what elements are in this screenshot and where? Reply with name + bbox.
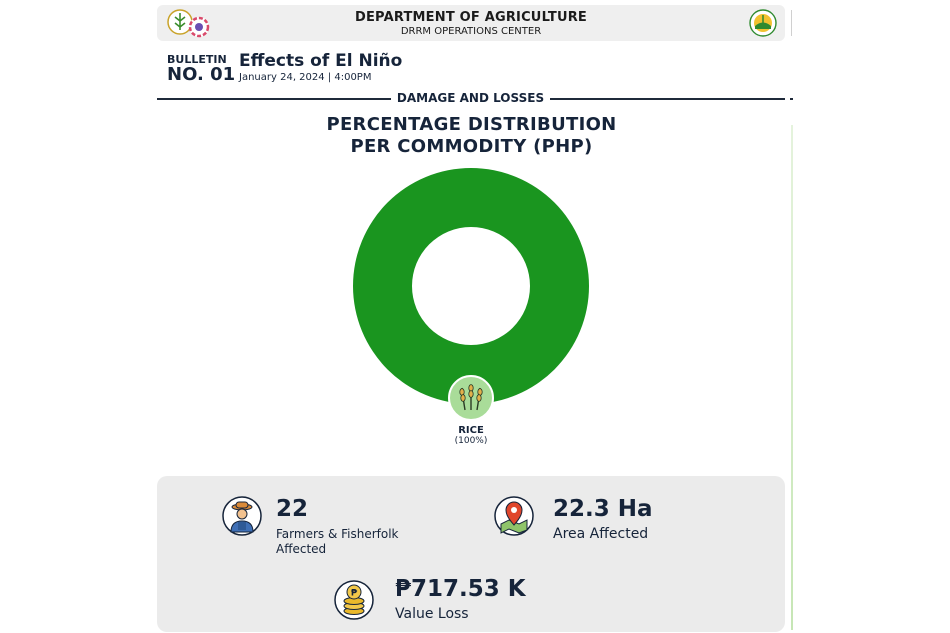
slice-percent-rice: (100%): [454, 436, 488, 446]
chart-title-line-1: PERCENTAGE DISTRIBUTION: [326, 114, 617, 135]
section-divider-end: [790, 98, 793, 100]
stats-panel: [157, 476, 785, 632]
rice-plant-icon: [448, 375, 494, 421]
section-divider-right: [550, 98, 785, 100]
header-bar: DEPARTMENT OF AGRICULTURE DRRM OPERATION…: [157, 5, 785, 41]
farmers-label-line-2: Affected: [276, 542, 327, 556]
chart-title-line-2: PER COMMODITY (PHP): [350, 136, 593, 157]
farmers-count: 22: [276, 496, 309, 522]
farmer-icon: [222, 496, 262, 536]
svg-text:₱: ₱: [351, 589, 358, 599]
agency-seal-icon: [749, 9, 777, 37]
right-divider: [791, 125, 793, 630]
map-pin-icon: [494, 496, 534, 536]
right-divider-top: [791, 10, 792, 36]
area-label: Area Affected: [553, 526, 649, 542]
farmers-label-line-1: Farmers & Fisherfolk: [276, 527, 399, 541]
section-divider-left: [157, 98, 391, 100]
slice-label-rice: RICE: [458, 425, 484, 436]
da-logo-icon: [167, 9, 210, 38]
donut-chart: [353, 168, 589, 421]
donut-slice-rice: [353, 168, 589, 404]
section-label: DAMAGE AND LOSSES: [396, 91, 545, 105]
header-title: DEPARTMENT OF AGRICULTURE: [354, 10, 588, 25]
value-loss-amount: ₱717.53 K: [395, 576, 526, 602]
header-subtitle: DRRM OPERATIONS CENTER: [400, 26, 542, 37]
bulletin-title: Effects of El Niño: [239, 51, 403, 71]
area-value: 22.3 Ha: [553, 496, 653, 522]
coins-icon: ₱: [334, 580, 374, 620]
bulletin-label: BULLETIN: [167, 53, 227, 66]
value-loss-label: Value Loss: [395, 606, 469, 622]
bulletin-date: January 24, 2024 | 4:00PM: [239, 72, 372, 83]
bulletin-number: NO. 01: [167, 64, 236, 85]
